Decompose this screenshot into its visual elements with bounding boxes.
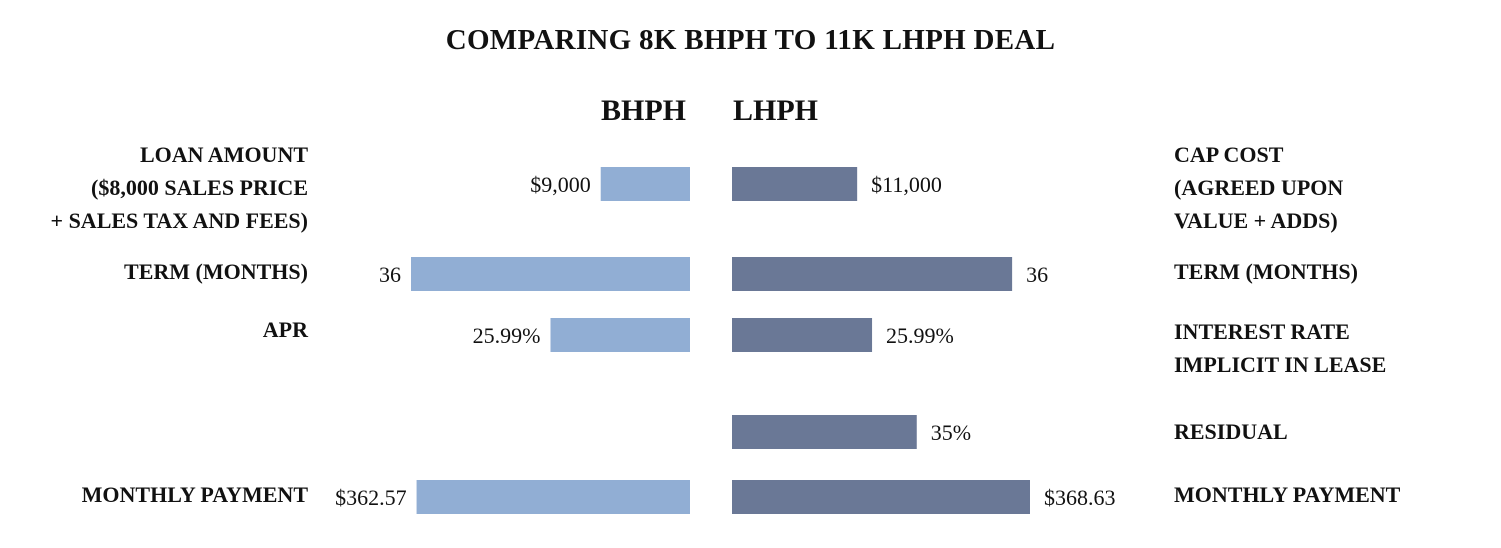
row-label-right: CAP COST (AGREED UPON VALUE + ADDS) xyxy=(1174,138,1343,237)
row-label-right-line: MONTHLY PAYMENT xyxy=(1174,482,1401,507)
row-label-left: MONTHLY PAYMENT xyxy=(82,478,308,511)
row-label-right-line: RESIDUAL xyxy=(1174,419,1288,444)
row-label-right-line: CAP COST xyxy=(1174,142,1284,167)
row-label-left-line: TERM (MONTHS) xyxy=(124,259,308,284)
lhph-value-label: 35% xyxy=(931,420,971,445)
row-label-right: TERM (MONTHS) xyxy=(1174,255,1358,288)
lhph-bar xyxy=(732,318,873,352)
bhph-header: BHPH xyxy=(601,94,687,127)
row-label-right-line: IMPLICIT IN LEASE xyxy=(1174,352,1387,377)
row-label-left-line: MONTHLY PAYMENT xyxy=(81,482,308,507)
bhph-value-label: 36 xyxy=(379,262,401,287)
row-label-right-line: (AGREED UPON xyxy=(1174,175,1344,200)
lhph-value-label: 25.99% xyxy=(886,323,954,348)
lhph-value-label: 36 xyxy=(1026,262,1048,287)
lhph-value-label: $11,000 xyxy=(871,172,942,197)
row-label-left: LOAN AMOUNT ($8,000 SALES PRICE + SALES TA… xyxy=(51,138,308,237)
row-label-right: INTEREST RATE IMPLICIT IN LEASE xyxy=(1174,315,1386,381)
row-label-left-line: LOAN AMOUNT xyxy=(139,142,308,167)
row-label-left-line: ($8,000 SALES PRICE xyxy=(91,175,308,200)
bhph-bar xyxy=(416,480,690,514)
row-label-right: MONTHLY PAYMENT xyxy=(1174,478,1400,511)
bhph-value-label: $362.57 xyxy=(335,485,407,510)
bhph-value-label: $9,000 xyxy=(530,172,591,197)
row-label-right: RESIDUAL xyxy=(1174,415,1288,448)
chart-title: COMPARING 8K BHPH TO 11K LHPH DEAL xyxy=(445,24,1056,56)
row-label-right-line: TERM (MONTHS) xyxy=(1174,259,1358,284)
lhph-bar xyxy=(732,257,1013,291)
bhph-bar xyxy=(411,257,690,291)
row-label-left-line: APR xyxy=(262,317,308,342)
bhph-bar xyxy=(550,318,690,352)
lhph-bar xyxy=(732,167,858,201)
bhph-value-label: 25.99% xyxy=(473,323,541,348)
lhph-bar xyxy=(732,415,917,449)
lhph-value-label: $368.63 xyxy=(1044,485,1116,510)
row-label-left: APR xyxy=(263,313,308,346)
lhph-header: LHPH xyxy=(733,94,819,127)
lhph-bar xyxy=(732,480,1030,514)
row-label-left: TERM (MONTHS) xyxy=(124,255,308,288)
row-label-right-line: INTEREST RATE xyxy=(1174,319,1350,344)
bhph-bar xyxy=(600,167,690,201)
row-label-right-line: VALUE + ADDS) xyxy=(1174,208,1338,233)
row-label-left-line: + SALES TAX AND FEES) xyxy=(50,208,308,233)
